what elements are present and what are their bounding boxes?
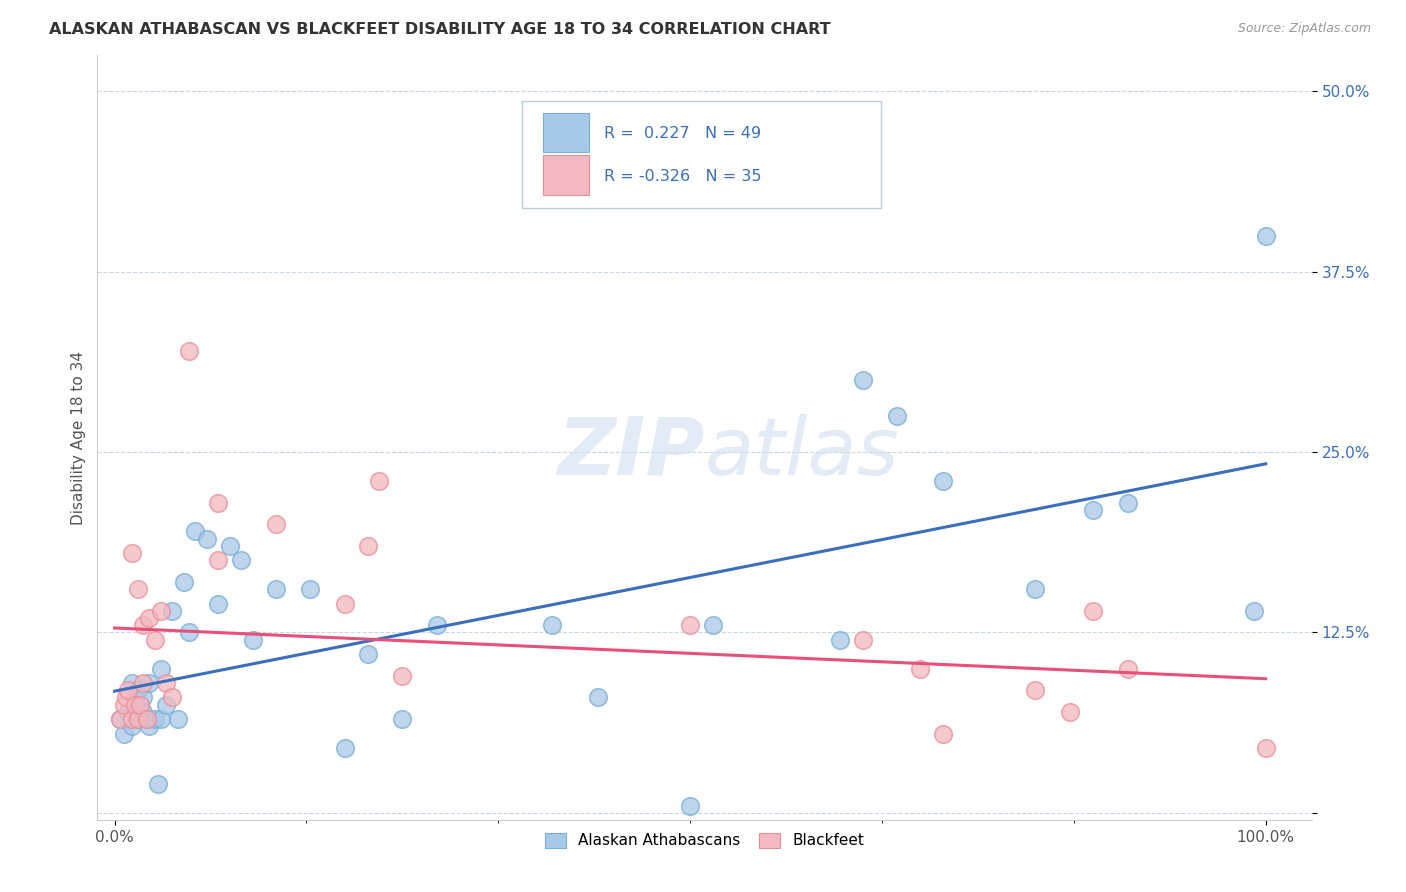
Point (117, 683, 139, 698)
Point (207, 495, 229, 509)
Point (138, 719, 160, 733)
Point (121, 676, 143, 690)
Point (127, 712, 149, 726)
Point (541, 618, 564, 632)
Point (129, 698, 152, 712)
Point (702, 618, 724, 632)
Point (391, 669, 413, 683)
Point (135, 712, 157, 726)
Point (143, 632, 166, 647)
Point (299, 582, 322, 597)
Point (132, 618, 155, 632)
Point (148, 777, 170, 791)
Point (426, 618, 449, 632)
Point (1024, 683, 1046, 698)
Point (155, 698, 177, 712)
Point (207, 553, 229, 567)
Point (828, 632, 851, 647)
Point (112, 698, 135, 712)
Point (218, 539, 240, 553)
Y-axis label: Disability Age 18 to 34: Disability Age 18 to 34 (72, 351, 86, 524)
Point (679, 798, 702, 813)
Point (124, 698, 146, 712)
Point (910, 661, 932, 675)
FancyBboxPatch shape (523, 101, 880, 208)
Point (1059, 705, 1081, 719)
Legend: Alaskan Athabascans, Blackfeet: Alaskan Athabascans, Blackfeet (538, 827, 870, 855)
Point (1081, 604, 1104, 618)
Point (333, 740, 356, 755)
Point (1024, 582, 1046, 597)
Point (264, 582, 287, 597)
Text: R =  0.227   N = 49: R = 0.227 N = 49 (603, 127, 761, 142)
Text: ALASKAN ATHABASCAN VS BLACKFEET DISABILITY AGE 18 TO 34 CORRELATION CHART: ALASKAN ATHABASCAN VS BLACKFEET DISABILI… (49, 22, 831, 37)
Point (138, 611, 160, 625)
Point (1243, 604, 1265, 618)
Point (184, 524, 207, 539)
Point (852, 373, 875, 387)
Point (155, 676, 177, 690)
Point (121, 546, 143, 560)
Point (121, 719, 143, 733)
Point (160, 604, 183, 618)
Point (932, 474, 955, 488)
Point (115, 690, 138, 705)
Point (179, 625, 201, 640)
Point (149, 604, 172, 618)
Point (1254, 228, 1277, 243)
Point (127, 582, 149, 597)
Point (135, 712, 157, 726)
Point (852, 632, 875, 647)
Point (149, 661, 172, 675)
Point (231, 553, 253, 567)
Point (368, 474, 391, 488)
Point (264, 517, 287, 532)
Point (1116, 661, 1139, 675)
Point (679, 618, 702, 632)
Point (391, 712, 413, 726)
Text: R = -0.326   N = 35: R = -0.326 N = 35 (603, 169, 761, 185)
Point (333, 597, 356, 611)
Point (1081, 503, 1104, 517)
Point (121, 712, 143, 726)
Point (138, 676, 160, 690)
Point (207, 597, 229, 611)
Point (132, 690, 155, 705)
Point (112, 726, 135, 740)
Point (586, 690, 609, 705)
Point (127, 712, 149, 726)
Point (124, 705, 146, 719)
Point (149, 712, 172, 726)
Point (195, 532, 218, 546)
Text: Source: ZipAtlas.com: Source: ZipAtlas.com (1237, 22, 1371, 36)
Text: atlas: atlas (704, 414, 900, 491)
Point (1116, 495, 1139, 509)
Point (129, 698, 152, 712)
Point (932, 726, 955, 740)
Point (173, 574, 195, 589)
Point (1254, 740, 1277, 755)
Point (179, 344, 201, 359)
Point (132, 676, 155, 690)
Point (124, 690, 146, 705)
Point (110, 712, 132, 726)
FancyBboxPatch shape (543, 112, 589, 153)
Point (886, 409, 908, 423)
FancyBboxPatch shape (543, 155, 589, 195)
Point (132, 705, 155, 719)
Point (357, 539, 380, 553)
Point (242, 632, 264, 647)
Text: ZIP: ZIP (557, 414, 704, 491)
Point (357, 647, 380, 661)
Point (117, 705, 139, 719)
Point (160, 690, 183, 705)
Point (167, 712, 190, 726)
Point (110, 712, 132, 726)
Point (143, 712, 166, 726)
Point (127, 683, 149, 698)
